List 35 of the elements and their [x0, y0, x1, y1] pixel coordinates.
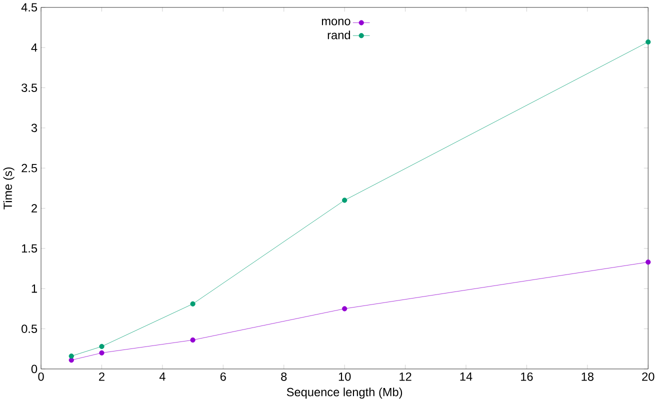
- x-axis-title: Sequence length (Mb): [286, 388, 402, 399]
- x-tick-label: 16: [521, 372, 533, 381]
- x-tick-label: 4: [159, 372, 166, 381]
- point: [190, 338, 196, 343]
- y-tick-label: 4.5: [21, 3, 38, 12]
- point: [646, 260, 651, 265]
- legend-label: rand: [328, 30, 350, 40]
- x-tick-label: 8: [281, 372, 287, 381]
- y-tick-label: 2: [32, 204, 37, 212]
- point: [99, 344, 104, 350]
- x-tick-label: 18: [582, 372, 594, 381]
- y-tick-label: 2.5: [22, 164, 38, 172]
- point: [68, 354, 74, 359]
- point: [342, 306, 348, 312]
- point: [99, 350, 104, 356]
- point: [190, 301, 196, 306]
- point: [342, 198, 348, 203]
- point: [68, 358, 74, 363]
- y-tick-label: 1.5: [22, 244, 38, 253]
- y-tick-label: 0: [31, 364, 38, 374]
- legend-label: mono: [322, 18, 350, 26]
- x-tick-label: 20: [642, 372, 654, 381]
- y-axis-title: Time (s): [3, 167, 14, 210]
- y-tick-label: 3.5: [22, 84, 38, 92]
- y-tick-label: 0.5: [22, 324, 38, 334]
- y-tick-label: 3: [31, 124, 38, 132]
- x-tick-label: 10: [338, 372, 351, 381]
- x-tick-label: 12: [400, 372, 412, 381]
- x-tick-label: 0: [38, 372, 44, 381]
- x-tick-label: 14: [460, 372, 472, 381]
- x-tick-label: 6: [220, 372, 226, 381]
- point: [646, 39, 651, 45]
- y-tick-label: 1: [32, 284, 37, 293]
- x-tick-label: 2: [99, 372, 104, 381]
- y-tick-label: 4: [31, 44, 38, 52]
